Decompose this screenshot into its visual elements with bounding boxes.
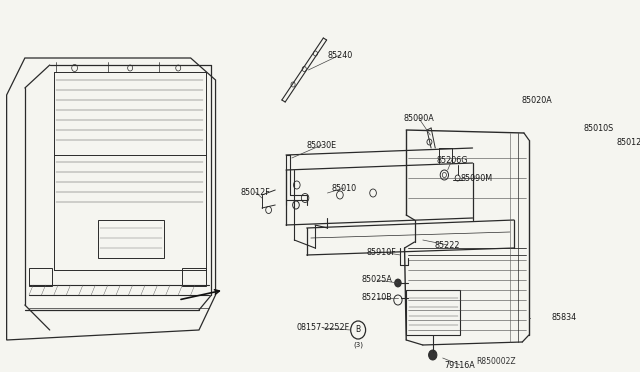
Text: 85010: 85010 (332, 183, 356, 192)
Text: R850002Z: R850002Z (476, 357, 516, 366)
Circle shape (429, 350, 437, 360)
Bar (406, 290, 460, 335)
Bar (29, 268, 52, 286)
Text: 85012F: 85012F (617, 138, 640, 147)
Bar (182, 268, 205, 286)
Circle shape (535, 139, 540, 145)
Text: (3): (3) (353, 342, 363, 348)
Text: 85910F: 85910F (367, 247, 396, 257)
Circle shape (395, 279, 401, 287)
Text: 85090A: 85090A (403, 113, 434, 122)
Text: 85010S: 85010S (584, 124, 614, 132)
Text: 85210B: 85210B (362, 294, 392, 302)
Text: 85090M: 85090M (461, 173, 493, 183)
Bar (98, 220, 164, 258)
Text: 85240: 85240 (327, 51, 353, 60)
Text: 85206G: 85206G (436, 155, 468, 164)
Text: 85025A: 85025A (362, 276, 393, 285)
Text: 85222: 85222 (435, 241, 460, 250)
Text: B: B (356, 326, 361, 334)
Text: 85834: 85834 (551, 314, 576, 323)
Text: 85030E: 85030E (307, 141, 337, 150)
Text: 85012F: 85012F (241, 187, 270, 196)
Text: 79116A: 79116A (445, 360, 476, 369)
Polygon shape (6, 58, 216, 340)
Text: 08157-2252F: 08157-2252F (297, 324, 350, 333)
Text: 85020A: 85020A (522, 96, 552, 105)
